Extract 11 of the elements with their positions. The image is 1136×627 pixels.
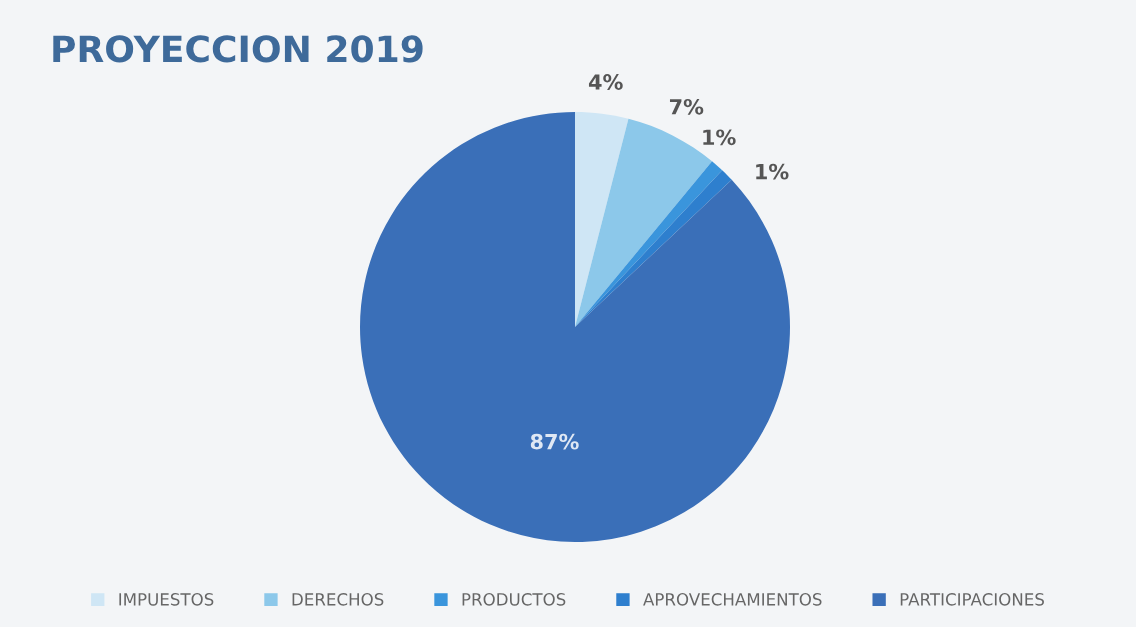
data-label: 7% [669,98,704,115]
legend-label: DERECHOS [292,593,384,606]
legend-label: APROVECHAMIENTOS [643,593,822,606]
data-label: 1% [703,129,736,146]
legend-label: PRODUCTOS [462,593,566,606]
data-label: 1% [756,163,789,180]
data-label: 87% [530,433,579,450]
data-label: 4% [588,74,623,90]
chart-title: PROYECCION 2019 [53,35,423,63]
legend-label: IMPUESTOS [119,593,214,606]
legend-label: PARTICIPACIONES [900,593,1044,606]
